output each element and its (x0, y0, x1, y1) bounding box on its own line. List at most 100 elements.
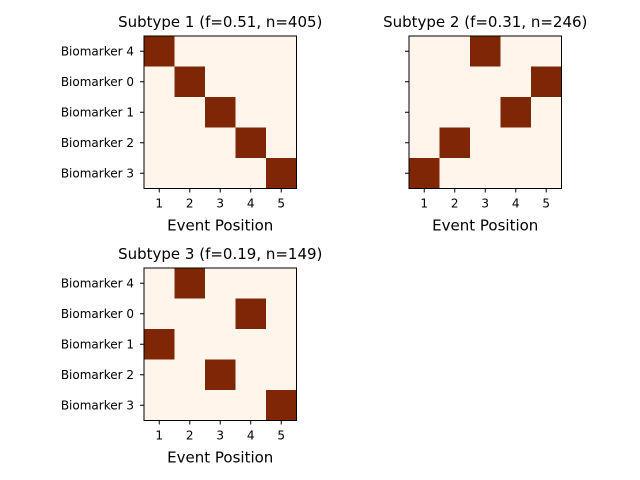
x-tick-label: 2 (451, 197, 459, 211)
x-tick-label: 5 (542, 197, 550, 211)
heatmap-cell-r4-c5 (531, 127, 562, 159)
heatmap-cell-r5-c3 (205, 158, 236, 189)
heatmap-cell-r1-c2 (174, 268, 206, 299)
heatmap-cell-r1-c3 (205, 36, 236, 67)
heatmap-cell-r4-c2 (439, 127, 471, 159)
heatmap-cell-r3-c1 (144, 329, 175, 360)
x-tick-label: 3 (216, 429, 224, 443)
heatmap-cell-r1-c4 (500, 36, 532, 67)
heatmap-cell-r5-c5 (266, 390, 297, 421)
heatmap-cell-r4-c3 (205, 359, 236, 391)
heatmap-cell-r1-c5 (531, 36, 562, 67)
heatmap-cell-r1-c4 (235, 36, 267, 67)
x-tick-label: 3 (216, 197, 224, 211)
x-tick-label: 4 (247, 197, 255, 211)
heatmap-cell-r4-c1 (144, 127, 175, 159)
heatmap-cell-r5-c1 (144, 158, 175, 189)
heatmap-cell-r4-c5 (266, 359, 297, 391)
heatmap-cell-r2-c4 (235, 298, 267, 330)
y-tick-label: Biomarker 3 (61, 398, 134, 412)
heatmap-cell-r2-c4 (235, 66, 267, 98)
x-tick-label: 1 (155, 429, 163, 443)
heatmap-cell-r4-c4 (500, 127, 532, 159)
heatmap-cell-r3-c4 (500, 97, 532, 128)
heatmap-cell-r5-c3 (205, 390, 236, 421)
heatmap-cell-r1-c1 (144, 36, 175, 67)
heatmap-cell-r4-c2 (174, 127, 206, 159)
heatmap-cell-r2-c3 (205, 298, 236, 330)
heatmap-cell-r4-c1 (409, 127, 440, 159)
heatmap-cell-r4-c2 (174, 359, 206, 391)
heatmap-cell-r2-c3 (205, 66, 236, 98)
heatmap-cell-r5-c2 (174, 390, 206, 421)
heatmap-cell-r3-c5 (266, 329, 297, 360)
y-tick-label: Biomarker 2 (61, 136, 134, 150)
heatmap-cell-r4-c3 (470, 127, 501, 159)
x-tick-label: 3 (481, 197, 489, 211)
subplot-title: Subtype 1 (f=0.51, n=405) (118, 13, 322, 31)
y-tick-label: Biomarker 1 (61, 337, 134, 351)
heatmap-cell-r1-c3 (470, 36, 501, 67)
heatmap-cell-r5-c5 (531, 158, 562, 189)
heatmap-cell-r2-c5 (266, 66, 297, 98)
heatmap-cell-r3-c3 (205, 97, 236, 128)
heatmap-cell-r3-c5 (531, 97, 562, 128)
heatmap-cell-r2-c2 (174, 298, 206, 330)
heatmap-cell-r5-c2 (174, 158, 206, 189)
heatmap-cell-r3-c3 (470, 97, 501, 128)
subplot-2: Subtype 2 (f=0.31, n=246) 1 2 3 4 5 Event Posi… (383, 13, 587, 235)
heatmap-cell-r1-c5 (266, 268, 297, 299)
y-tick-label: Biomarker 2 (61, 368, 134, 382)
heatmap-cell-r2-c5 (266, 298, 297, 330)
heatmap-cell-r5-c5 (266, 158, 297, 189)
y-tick-label: Biomarker 4 (61, 44, 134, 58)
heatmap-cell-r5-c4 (235, 158, 267, 189)
heatmap-cell-r1-c2 (439, 36, 471, 67)
x-axis-label: Event Position (432, 217, 538, 235)
heatmap-cell-r2-c5 (531, 66, 562, 98)
x-axis-label: Event Position (167, 449, 273, 467)
heatmap-cell-r2-c1 (409, 66, 440, 98)
heatmap-cell-r5-c4 (235, 390, 267, 421)
heatmap-cell-r4-c3 (205, 127, 236, 159)
heatmap-cell-r5-c4 (500, 158, 532, 189)
heatmap-cell-r4-c5 (266, 127, 297, 159)
y-tick-label: Biomarker 3 (61, 166, 134, 180)
heatmap-cell-r3-c3 (205, 329, 236, 360)
y-tick-label: Biomarker 1 (61, 105, 134, 119)
x-tick-label: 1 (155, 197, 163, 211)
heatmap-cell-r3-c5 (266, 97, 297, 128)
heatmap-cell-r5-c1 (409, 158, 440, 189)
heatmap-cell-r5-c3 (470, 158, 501, 189)
heatmap-cell-r3-c1 (409, 97, 440, 128)
heatmap-cell-r1-c1 (409, 36, 440, 67)
heatmap-cell-r2-c2 (174, 66, 206, 98)
heatmap-cell-r4-c4 (235, 127, 267, 159)
subplot-1: Subtype 1 (f=0.51, n=405) 1 2 3 4 5 Event Posi… (61, 13, 323, 235)
x-tick-label: 5 (277, 429, 285, 443)
heatmap-cell-r2-c1 (144, 66, 175, 98)
heatmap-cell-r1-c1 (144, 268, 175, 299)
heatmap-cell-r1-c4 (235, 268, 267, 299)
x-tick-label: 5 (277, 197, 285, 211)
subplot-title: Subtype 2 (f=0.31, n=246) (383, 13, 587, 31)
heatmap-cell-r3-c2 (439, 97, 471, 128)
y-tick-label: Biomarker 4 (61, 276, 134, 290)
heatmap-cell-r4-c4 (235, 359, 267, 391)
x-tick-label: 4 (512, 197, 520, 211)
subplot-title: Subtype 3 (f=0.19, n=149) (118, 245, 322, 263)
heatmap-cell-r3-c2 (174, 97, 206, 128)
heatmap-cell-r1-c3 (205, 268, 236, 299)
heatmap-cell-r3-c1 (144, 97, 175, 128)
heatmap-cell-r3-c4 (235, 97, 267, 128)
x-axis-label: Event Position (167, 217, 273, 235)
heatmap-cell-r3-c4 (235, 329, 267, 360)
x-tick-label: 1 (420, 197, 428, 211)
x-tick-label: 2 (186, 429, 194, 443)
heatmap-cell-r2-c1 (144, 298, 175, 330)
subplot-3: Subtype 3 (f=0.19, n=149) 1 2 3 4 5 Event Posi… (61, 245, 323, 467)
heatmap-cell-r3-c2 (174, 329, 206, 360)
heatmap-cell-r1-c2 (174, 36, 206, 67)
x-tick-label: 2 (186, 197, 194, 211)
